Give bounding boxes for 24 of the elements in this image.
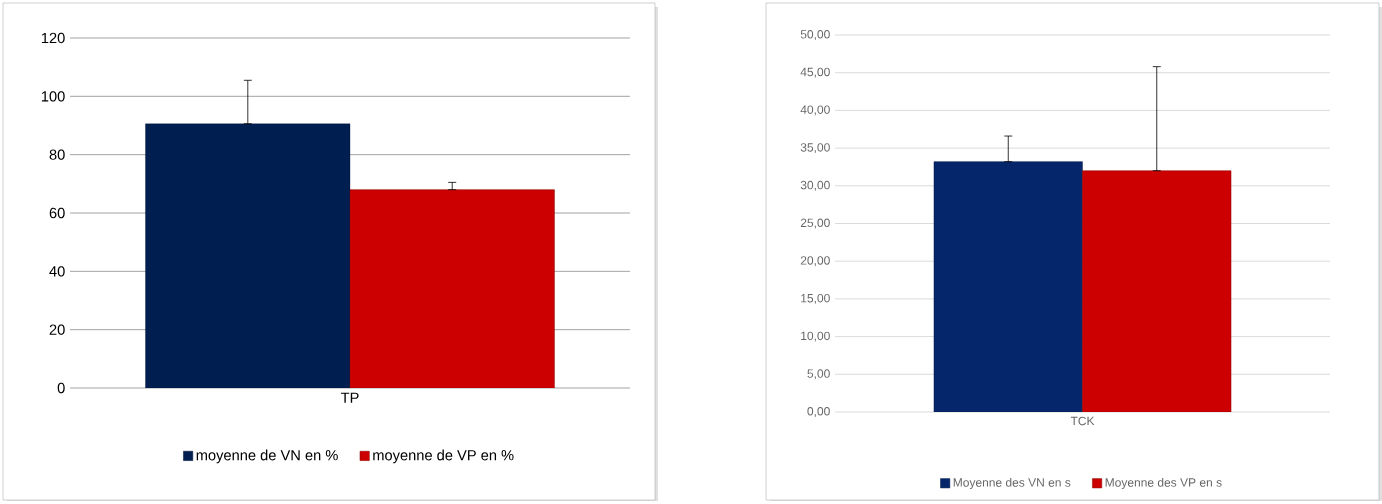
y-tick-label: 5,00 bbox=[807, 369, 830, 380]
y-tick-label: 20 bbox=[49, 324, 65, 335]
y-tick-label: 50,00 bbox=[800, 30, 830, 40]
y-tick-label: 80 bbox=[49, 149, 65, 160]
legend-label: moyenne de VP en % bbox=[373, 449, 514, 464]
y-tick-label: 20,00 bbox=[800, 256, 830, 267]
y-tick-label: 10,00 bbox=[801, 331, 830, 342]
y-tick-label: 30,00 bbox=[800, 180, 830, 191]
y-tick-label: 120 bbox=[41, 32, 65, 44]
y-tick-label: 100 bbox=[41, 91, 65, 102]
y-tick-label: 40 bbox=[49, 266, 65, 277]
y-tick-label: 0,00 bbox=[807, 407, 830, 417]
y-tick-label: 40,00 bbox=[800, 105, 830, 116]
x-tick-label: TP bbox=[340, 392, 359, 403]
y-tick-label: 35,00 bbox=[800, 143, 830, 154]
y-tick-label: 0 bbox=[57, 382, 65, 394]
x-tick-label: TCK bbox=[1070, 416, 1095, 426]
y-tick-label: 15,00 bbox=[801, 293, 830, 304]
legend-label: Moyenne des VP en s bbox=[1105, 477, 1222, 490]
legend-label: Moyenne des VN en s bbox=[953, 477, 1071, 490]
y-tick-label: 45,00 bbox=[800, 67, 830, 78]
y-tick-label: 60 bbox=[49, 207, 65, 219]
legend-label: moyenne de VN en % bbox=[196, 449, 338, 464]
y-tick-label: 25,00 bbox=[800, 218, 830, 229]
